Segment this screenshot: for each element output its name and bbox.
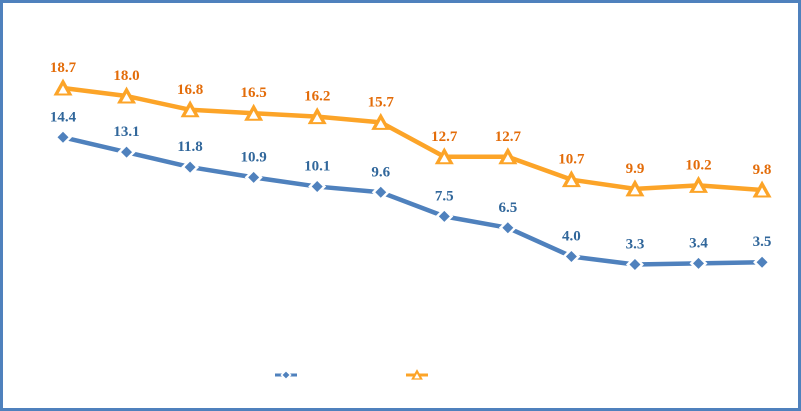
data-label: 10.7 xyxy=(558,152,585,168)
data-label: 9.9 xyxy=(626,161,645,177)
orange-triangle-marker xyxy=(53,78,73,96)
data-label: 18.7 xyxy=(50,60,77,76)
series-blue-line xyxy=(60,135,765,267)
blue-diamond-marker xyxy=(753,253,772,272)
orange-triangle-legend-key xyxy=(406,369,428,380)
data-label: 12.7 xyxy=(431,129,458,145)
orange-triangle-marker xyxy=(411,369,423,380)
line-chart: 14.4 13.1 11.8 10.9 10.1 9.6 7.5 6.5 4.0 3.3 3.4 3.… xyxy=(50,60,772,381)
orange-triangle-marker xyxy=(180,100,200,118)
orange-triangle-marker xyxy=(498,147,518,165)
blue-diamond-marker xyxy=(498,218,517,237)
blue-diamond-marker xyxy=(562,247,581,266)
blue-diamond-marker xyxy=(181,158,200,177)
data-label: 9.8 xyxy=(753,162,772,178)
orange-triangle-marker xyxy=(434,147,454,165)
blue-diamond-marker xyxy=(54,128,72,147)
blue-diamond-marker xyxy=(435,207,454,226)
series-orange-line xyxy=(60,85,765,193)
blue-diamond-marker xyxy=(117,143,136,162)
legend xyxy=(275,369,428,381)
data-label: 9.6 xyxy=(371,164,390,180)
data-label: 3.3 xyxy=(626,236,645,252)
data-label: 10.9 xyxy=(241,149,267,165)
data-label: 14.4 xyxy=(50,109,77,125)
data-label: 16.5 xyxy=(241,85,267,101)
data-label: 18.0 xyxy=(113,68,139,84)
data-label: 12.7 xyxy=(495,129,522,145)
data-label: 3.5 xyxy=(753,234,772,250)
data-label: 16.8 xyxy=(177,82,203,98)
data-label: 15.7 xyxy=(368,94,395,110)
data-label: 11.8 xyxy=(177,139,202,155)
orange-triangle-marker xyxy=(561,170,581,188)
data-label: 16.2 xyxy=(304,89,330,105)
orange-triangle-marker xyxy=(752,180,772,198)
orange-triangle-marker xyxy=(117,86,137,104)
blue-diamond-marker xyxy=(371,183,390,202)
data-label: 3.4 xyxy=(689,235,708,251)
data-label: 10.2 xyxy=(685,157,711,173)
blue-diamond-marker xyxy=(625,255,644,274)
orange-triangle-marker xyxy=(625,179,645,197)
data-label: 7.5 xyxy=(435,188,454,204)
orange-triangle-marker xyxy=(689,175,708,193)
data-label: 4.0 xyxy=(562,228,581,244)
blue-diamond-marker xyxy=(308,177,327,196)
data-label: 10.1 xyxy=(304,159,330,175)
data-label: 6.5 xyxy=(498,200,517,216)
data-label: 13.1 xyxy=(113,124,139,140)
orange-triangle-marker xyxy=(371,112,391,130)
blue-diamond-marker xyxy=(244,168,263,187)
blue-diamond-marker xyxy=(689,254,708,273)
series-orange: 18.7 18.0 16.8 16.5 16.2 15.7 12.7 12.7 10.7 9.9 1… xyxy=(50,60,772,198)
blue-diamond-marker xyxy=(280,369,292,381)
orange-triangle-marker xyxy=(307,107,327,125)
orange-triangle-marker xyxy=(244,103,264,121)
series-blue: 14.4 13.1 11.8 10.9 10.1 9.6 7.5 6.5 4.0 3.3 3.4 3.… xyxy=(50,109,772,274)
blue-diamond-legend-key xyxy=(275,369,297,381)
